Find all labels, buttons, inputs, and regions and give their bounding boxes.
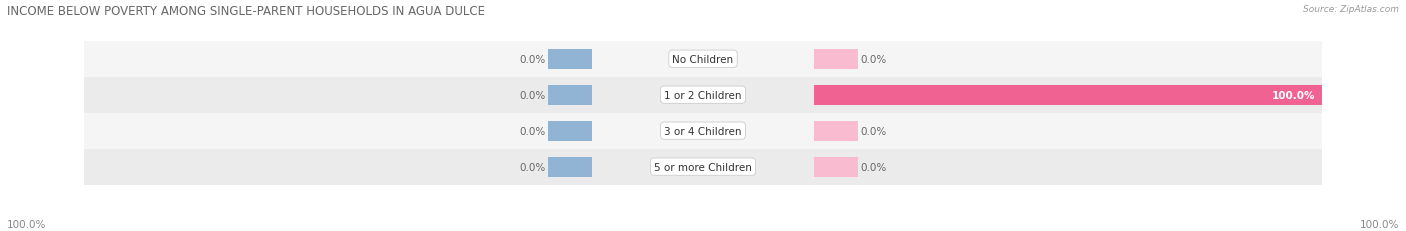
Bar bbox=[814, 50, 858, 69]
Text: 0.0%: 0.0% bbox=[519, 162, 546, 172]
Bar bbox=[84, 42, 1322, 77]
Text: INCOME BELOW POVERTY AMONG SINGLE-PARENT HOUSEHOLDS IN AGUA DULCE: INCOME BELOW POVERTY AMONG SINGLE-PARENT… bbox=[7, 5, 485, 18]
Bar bbox=[84, 113, 1322, 149]
Text: 0.0%: 0.0% bbox=[860, 162, 887, 172]
Bar bbox=[548, 121, 592, 141]
Bar bbox=[548, 85, 592, 105]
Bar bbox=[548, 50, 592, 69]
Text: 0.0%: 0.0% bbox=[860, 126, 887, 136]
Bar bbox=[814, 85, 1406, 105]
Bar bbox=[84, 149, 1322, 185]
Text: 3 or 4 Children: 3 or 4 Children bbox=[664, 126, 742, 136]
Text: 0.0%: 0.0% bbox=[860, 55, 887, 64]
Text: No Children: No Children bbox=[672, 55, 734, 64]
Text: 100.0%: 100.0% bbox=[1360, 219, 1399, 229]
Text: 100.0%: 100.0% bbox=[7, 219, 46, 229]
Bar bbox=[814, 157, 858, 177]
Text: 0.0%: 0.0% bbox=[519, 90, 546, 100]
Text: 0.0%: 0.0% bbox=[519, 55, 546, 64]
Text: 5 or more Children: 5 or more Children bbox=[654, 162, 752, 172]
Text: 100.0%: 100.0% bbox=[1272, 90, 1316, 100]
Text: Source: ZipAtlas.com: Source: ZipAtlas.com bbox=[1303, 5, 1399, 14]
Text: 0.0%: 0.0% bbox=[519, 126, 546, 136]
Bar bbox=[548, 157, 592, 177]
Text: 1 or 2 Children: 1 or 2 Children bbox=[664, 90, 742, 100]
Bar bbox=[84, 77, 1322, 113]
Bar bbox=[814, 121, 858, 141]
